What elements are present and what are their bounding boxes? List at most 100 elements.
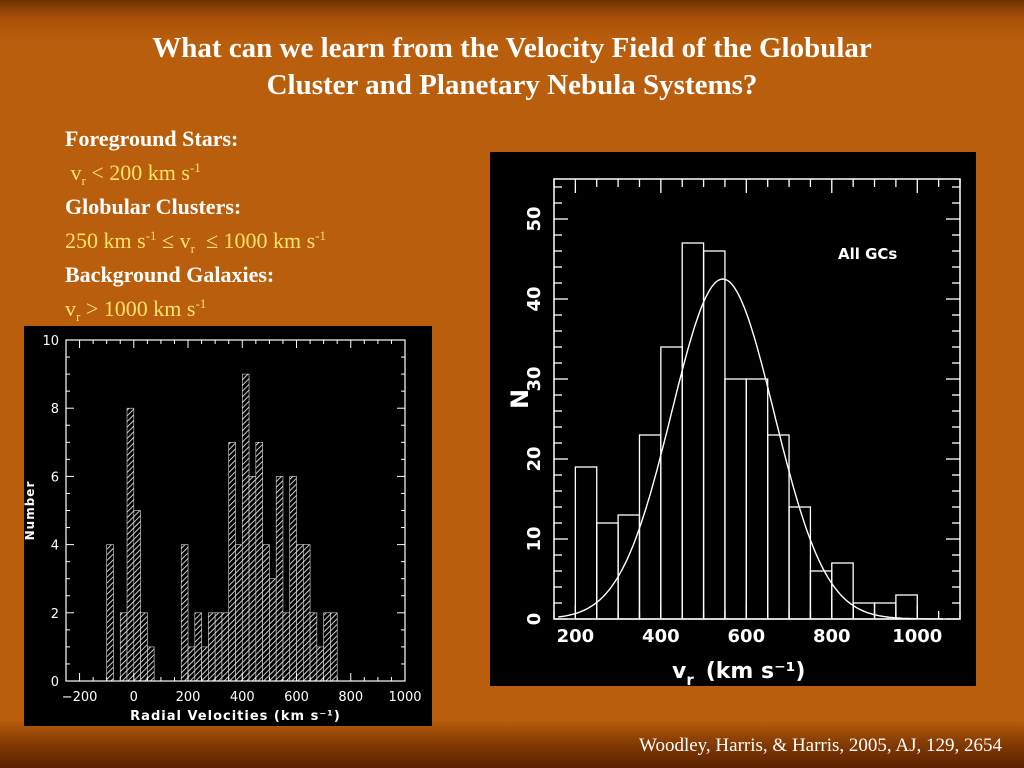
histogram-bar bbox=[316, 646, 324, 682]
all-gcs-annotation: All GCs bbox=[838, 245, 897, 263]
velocity-notes: Foreground Stars: vr < 200 km s-1 Globul… bbox=[65, 122, 326, 326]
y-tick-label: 0 bbox=[51, 675, 59, 690]
fg-rest: < 200 km s bbox=[85, 160, 190, 185]
gc-post: ≤ 1000 km s bbox=[194, 228, 316, 253]
histogram-bar bbox=[289, 476, 297, 682]
y-tick-label: 8 bbox=[51, 402, 59, 417]
gc-mid: ≤ v bbox=[156, 228, 191, 253]
histogram-bar bbox=[201, 646, 209, 682]
x-tick-label: 200 bbox=[557, 626, 595, 647]
y-axis-label: N bbox=[506, 389, 534, 409]
y-tick-label: 2 bbox=[51, 607, 59, 622]
x-tick-label: 400 bbox=[230, 690, 255, 705]
histogram-bar bbox=[187, 646, 196, 682]
foreground-criterion: vr < 200 km s-1 bbox=[65, 156, 326, 190]
histogram-bar bbox=[221, 612, 230, 682]
gc-heading: Globular Clusters: bbox=[65, 194, 242, 219]
histogram-bar bbox=[596, 522, 619, 620]
x-axis-label-units: (km s⁻¹) bbox=[706, 659, 806, 684]
histogram-bar bbox=[574, 466, 598, 620]
histogram-bar bbox=[133, 510, 141, 682]
x-tick-label: 600 bbox=[284, 690, 309, 705]
histogram-bar bbox=[296, 544, 304, 682]
x-tick-label: 800 bbox=[338, 690, 363, 705]
histogram-bar bbox=[241, 373, 250, 682]
gc-exp2: -1 bbox=[315, 228, 327, 243]
bg-criterion: vr > 1000 km s-1 bbox=[65, 292, 326, 326]
title-line-2: Cluster and Planetary Nebula Systems? bbox=[266, 69, 758, 101]
histogram-bar bbox=[262, 544, 270, 682]
histogram-bar bbox=[302, 544, 311, 682]
histogram-bar bbox=[235, 544, 243, 682]
gaussian-fit-curve bbox=[558, 278, 943, 620]
x-tick-label: 400 bbox=[642, 626, 680, 647]
radial-velocity-histogram-panel: −200 0 200 400 600 800 1000 0 2 4 6 8 10 Radial Veloc… bbox=[23, 326, 432, 726]
bg-v: v bbox=[65, 296, 76, 321]
gc-velocity-histogram-panel: 200 400 600 800 1000 0 10 20 30 40 50 All GCs vr (km … bbox=[490, 152, 976, 689]
histogram-bar bbox=[147, 646, 155, 682]
histogram-bar bbox=[617, 514, 641, 620]
gc-sub: r bbox=[190, 241, 195, 256]
title-line-1: What can we learn from the Velocity Fiel… bbox=[152, 32, 872, 64]
citation-credit: Woodley, Harris, & Harris, 2005, AJ, 129… bbox=[639, 735, 1002, 756]
histogram-bar bbox=[702, 250, 726, 620]
histogram-bar bbox=[638, 434, 662, 620]
x-axis-label: Radial Velocities (km s⁻¹) bbox=[130, 709, 341, 724]
bg-sub: r bbox=[76, 309, 81, 324]
histogram-bar bbox=[248, 476, 257, 682]
y-tick-label: 40 bbox=[524, 286, 545, 311]
y-tick-label: 6 bbox=[51, 470, 59, 485]
x-axis-label-v: v bbox=[672, 659, 687, 684]
x-tick-label: 200 bbox=[176, 690, 201, 705]
y-tick-label: 10 bbox=[524, 526, 545, 551]
y-tick-label: 20 bbox=[524, 446, 545, 471]
histogram-bar bbox=[767, 434, 790, 620]
x-axis-label: vr (km s⁻¹) bbox=[672, 659, 805, 686]
x-tick-label: 1000 bbox=[892, 626, 942, 647]
plot-frame bbox=[553, 178, 961, 620]
x-tick-label: 0 bbox=[130, 690, 138, 705]
foreground-heading: Foreground Stars: bbox=[65, 126, 239, 151]
histogram-bar bbox=[282, 612, 291, 682]
histogram-bar bbox=[323, 612, 331, 682]
gc-velocity-histogram: 200 400 600 800 1000 0 10 20 30 40 50 All GCs vr (km … bbox=[506, 178, 961, 689]
y-tick-label: 50 bbox=[524, 206, 545, 231]
histogram-bar bbox=[126, 407, 135, 682]
bg-exp: -1 bbox=[195, 296, 207, 311]
x-tick-label: 800 bbox=[813, 626, 851, 647]
y-tick-label: 30 bbox=[524, 366, 545, 391]
fg-v: v bbox=[70, 160, 82, 185]
histogram-bar bbox=[214, 612, 223, 682]
histogram-bar bbox=[140, 612, 148, 682]
histogram-bar bbox=[831, 562, 854, 620]
histogram-bar bbox=[660, 346, 683, 620]
x-tick-label: 1000 bbox=[388, 690, 421, 705]
gc-pre: 250 km s bbox=[65, 228, 146, 253]
x-tick-label: −200 bbox=[62, 690, 98, 705]
histogram-bar bbox=[255, 442, 263, 682]
fg-v-sub: r bbox=[81, 173, 86, 188]
x-axis-label-sub: r bbox=[686, 671, 694, 686]
y-axis-label: Number bbox=[24, 481, 37, 541]
histogram-bar bbox=[228, 442, 236, 682]
histogram-bar bbox=[895, 594, 918, 620]
histogram-bar bbox=[309, 612, 318, 682]
histogram-bar bbox=[119, 612, 128, 682]
histogram-bar bbox=[275, 476, 284, 682]
fg-exp: -1 bbox=[189, 160, 201, 175]
histogram-bar bbox=[745, 378, 769, 620]
gc-criterion: 250 km s-1 ≤ vr ≤ 1000 km s-1 bbox=[65, 224, 326, 258]
histogram-bar bbox=[681, 242, 705, 620]
x-tick-label: 600 bbox=[728, 626, 766, 647]
gc-exp1: -1 bbox=[145, 228, 157, 243]
histogram-bar bbox=[330, 612, 338, 682]
slide-title: What can we learn from the Velocity Fiel… bbox=[40, 30, 984, 104]
histogram-bar bbox=[788, 506, 812, 620]
histogram-bar bbox=[194, 612, 202, 682]
histogram-bar bbox=[724, 378, 747, 620]
bg-heading: Background Galaxies: bbox=[65, 262, 275, 287]
histogram-bar bbox=[180, 544, 189, 682]
y-tick-label: 0 bbox=[524, 613, 545, 626]
y-tick-label: 4 bbox=[51, 539, 59, 554]
